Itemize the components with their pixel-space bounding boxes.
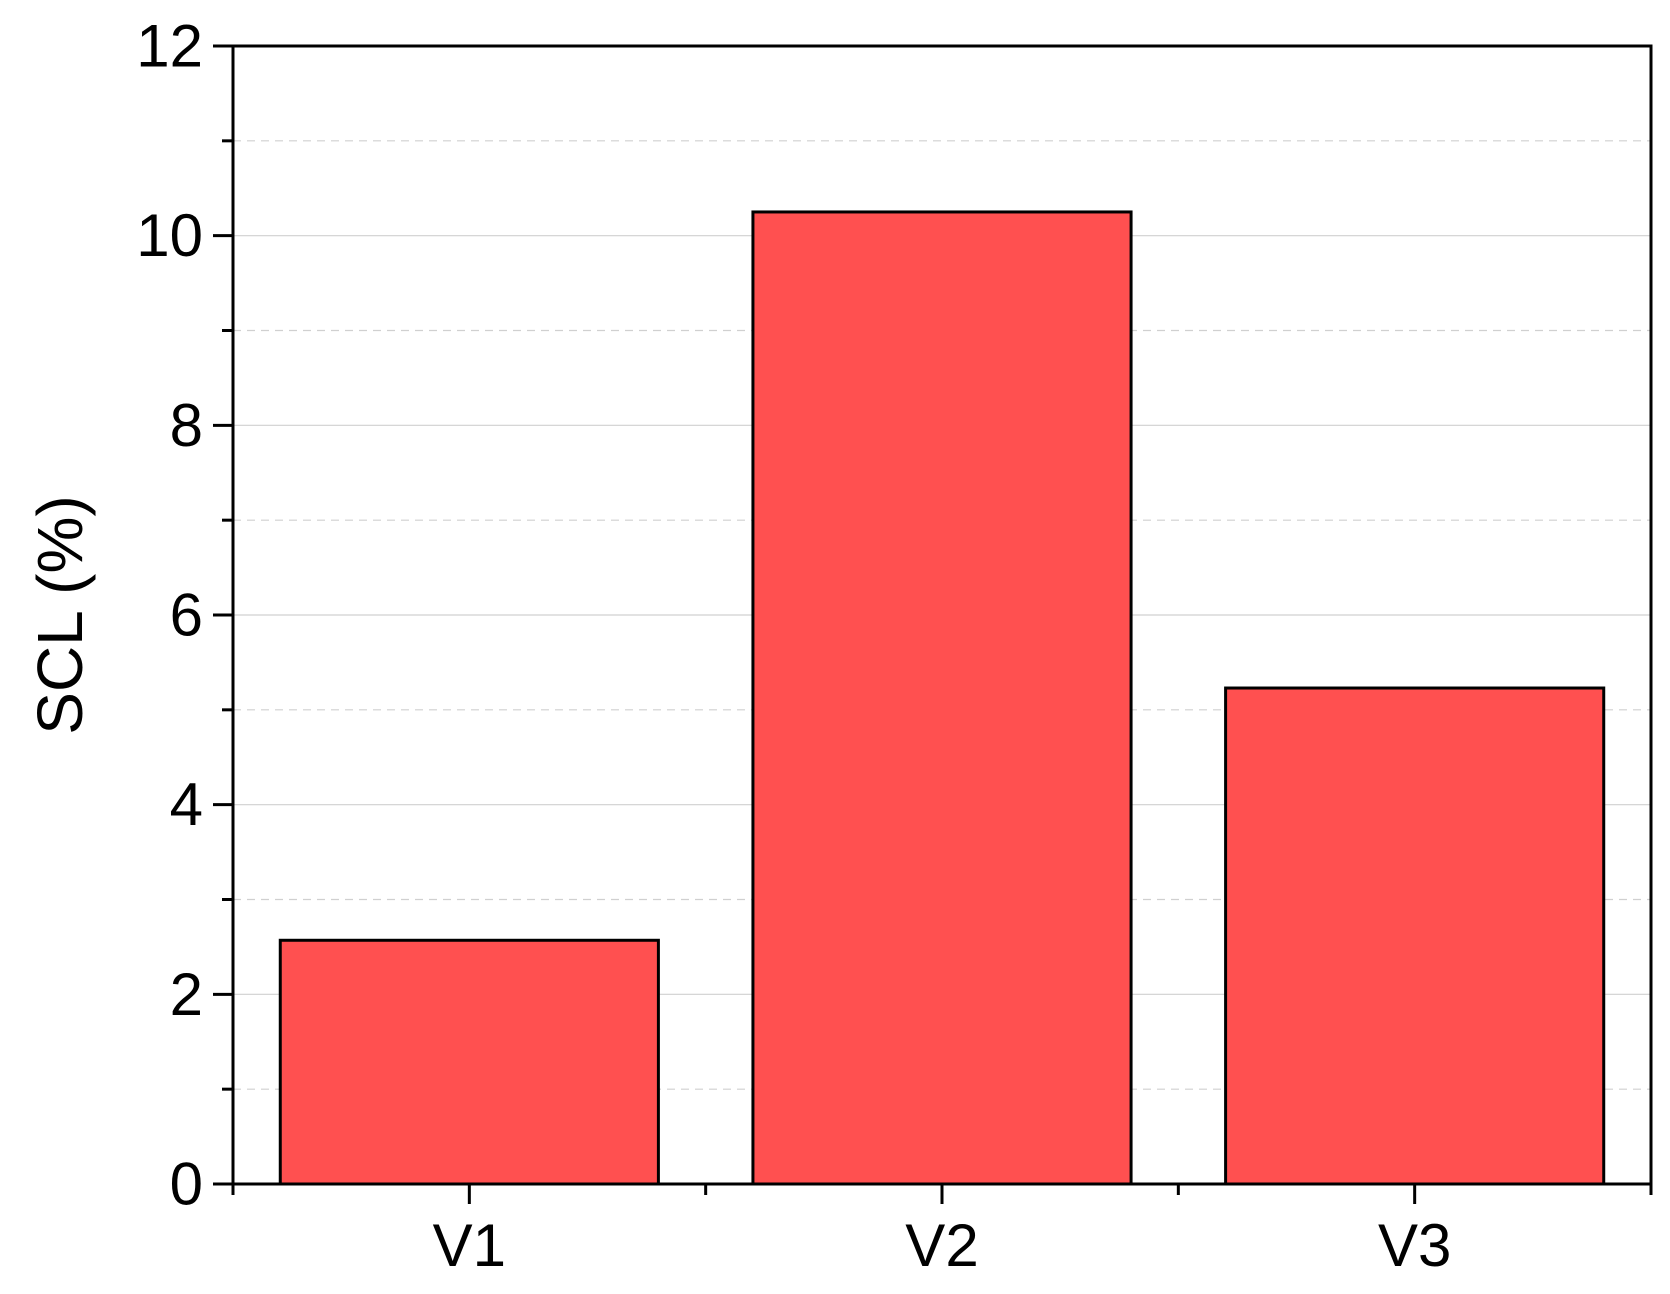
x-tick-label-v2: V2 (905, 1212, 978, 1279)
x-tick-label-v3: V3 (1378, 1212, 1451, 1279)
bars (278, 210, 1606, 1186)
y-tick-label: 2 (170, 961, 203, 1028)
y-tick-label: 0 (170, 1151, 203, 1218)
bar-v3 (1224, 686, 1606, 1186)
y-tick-label: 12 (136, 13, 203, 80)
y-tick-label: 6 (170, 582, 203, 649)
y-tick-label: 10 (136, 202, 203, 269)
x-axis-ticks: V1 V2 V3 (231, 1184, 1653, 1279)
x-tick-label-v1: V1 (433, 1212, 506, 1279)
y-tick-label: 4 (170, 771, 203, 838)
y-axis-ticks: 0 2 4 6 8 10 12 (136, 13, 233, 1218)
bar-v2 (751, 210, 1133, 1186)
y-tick-label: 8 (170, 392, 203, 459)
y-axis-title: SCL (%) (24, 495, 96, 734)
bar-v1 (278, 938, 660, 1186)
